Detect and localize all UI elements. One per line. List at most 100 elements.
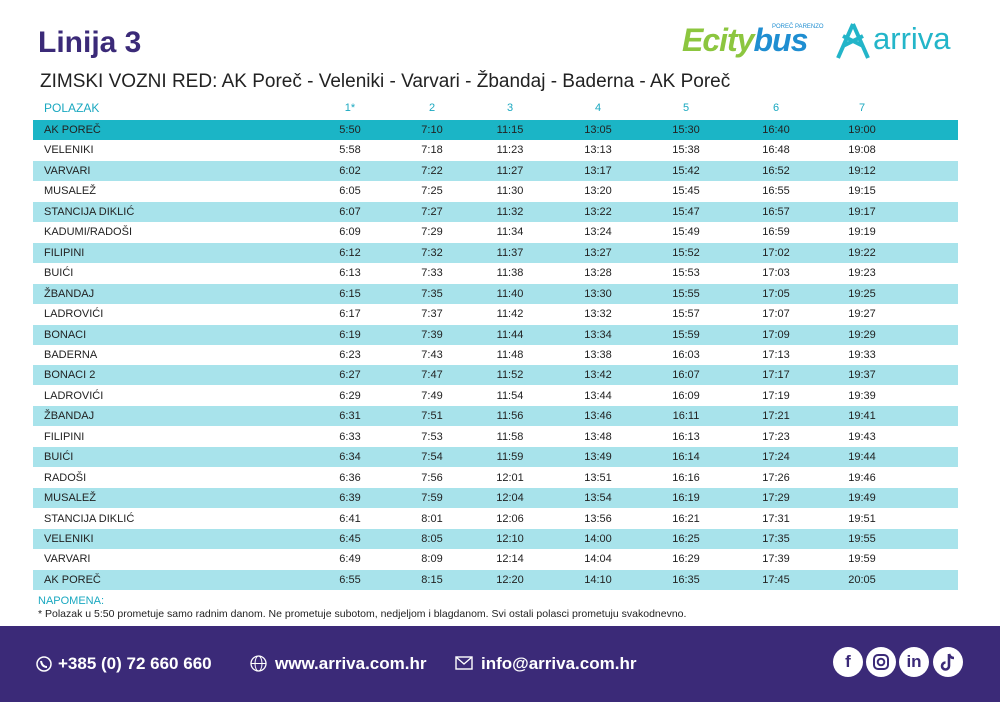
departure-time: 13:30	[584, 287, 612, 300]
departure-time: 6:05	[339, 185, 361, 198]
departure-time: 13:54	[584, 492, 612, 505]
departure-time: 13:13	[584, 144, 612, 157]
departure-time: 19:37	[848, 369, 876, 382]
departure-time: 11:56	[496, 410, 524, 423]
tiktok-icon[interactable]	[933, 647, 963, 677]
departure-time: 12:06	[496, 512, 524, 525]
stop-name: FILIPINI	[44, 430, 85, 443]
departure-time: 19:44	[848, 451, 876, 464]
website: www.arriva.com.hr	[275, 654, 427, 673]
departure-time: 6:55	[339, 573, 361, 586]
departure-time: 7:53	[421, 430, 443, 443]
departure-time: 19:00	[848, 124, 876, 136]
departure-time: 17:45	[762, 573, 790, 586]
departure-time: 11:34	[496, 226, 524, 239]
table-row	[33, 324, 958, 345]
departure-time: 7:56	[421, 471, 443, 484]
departure-time: 12:20	[496, 573, 524, 586]
departure-time: 13:46	[584, 410, 612, 423]
departure-time: 19:17	[848, 205, 876, 218]
table-row	[33, 181, 958, 202]
departure-time: 19:15	[848, 185, 876, 198]
departure-time: 17:07	[762, 308, 790, 321]
departure-time: 11:15	[496, 124, 524, 136]
departure-time: 11:38	[496, 267, 524, 280]
departure-time: 7:59	[421, 492, 443, 505]
departure-time: 17:24	[762, 451, 790, 464]
note-label: NAPOMENA:	[38, 595, 105, 607]
column-header: 6	[772, 102, 780, 114]
departure-time: 7:35	[421, 287, 443, 300]
departure-time: 17:05	[762, 287, 790, 300]
departure-time: 6:31	[339, 410, 361, 423]
linkedin-icon[interactable]: in	[899, 647, 929, 677]
stop-name: MUSALEŽ	[44, 185, 96, 198]
departure-time: 6:17	[339, 308, 361, 321]
departure-time: 11:54	[496, 389, 524, 402]
departure-time: 16:14	[672, 451, 700, 464]
departure-time: 20:05	[848, 573, 876, 586]
stop-name: BONACI	[44, 328, 87, 341]
stop-name: STANCIJA DIKLIĆ	[44, 205, 135, 218]
departure-time: 7:51	[421, 410, 443, 423]
departure-time: 8:01	[421, 512, 443, 525]
departure-time: 17:39	[762, 553, 790, 566]
departure-time: 15:30	[672, 124, 700, 136]
departure-time: 14:04	[584, 553, 612, 566]
departure-time: 19:39	[848, 389, 876, 402]
departure-time: 6:33	[339, 430, 361, 443]
departure-time: 12:10	[496, 533, 524, 545]
departure-time: 13:44	[584, 389, 612, 402]
departure-time: 13:34	[584, 328, 612, 341]
departure-time: 12:14	[496, 553, 524, 566]
stop-name: BUIĆI	[44, 451, 74, 464]
departure-time: 5:58	[339, 144, 361, 157]
note-text: * Polazak u 5:50 prometuje samo radnim d…	[38, 608, 687, 620]
facebook-icon[interactable]: f	[833, 647, 863, 677]
arriva-icon	[836, 23, 870, 59]
stop-name: BUIĆI	[44, 267, 74, 280]
departure-time: 13:51	[584, 471, 612, 484]
stop-name: BONACI 2	[44, 369, 96, 382]
departure-time: 15:55	[672, 287, 700, 300]
departure-time: 7:39	[421, 328, 443, 341]
stop-name: VELENIKI	[44, 533, 94, 545]
stop-name: BADERNA	[44, 348, 98, 361]
departure-time: 17:23	[762, 430, 790, 443]
departure-time: 16:13	[672, 430, 700, 443]
web-icon	[250, 655, 267, 672]
departure-time: 16:48	[762, 144, 790, 157]
departure-time: 14:00	[584, 533, 612, 545]
subtitle: ZIMSKI VOZNI RED: AK Poreč - Veleniki - …	[40, 71, 731, 92]
departure-time: 6:45	[339, 533, 361, 545]
departure-time: 19:19	[848, 226, 876, 239]
departure-time: 13:17	[584, 164, 612, 177]
table-row	[33, 365, 958, 386]
stop-name: LADROVIĆI	[44, 389, 104, 402]
departure-time: 7:18	[421, 144, 443, 157]
departure-time: 6:12	[339, 246, 361, 259]
departure-time: 11:40	[496, 287, 524, 300]
logo-tag: POREČ PARENZO	[772, 24, 824, 30]
column-header: 1*	[344, 102, 356, 114]
phone: +385 (0) 72 660 660	[58, 654, 212, 673]
departure-time: 17:13	[762, 348, 790, 361]
departure-time: 16:59	[762, 226, 790, 239]
phone-icon	[36, 656, 52, 672]
table-row	[33, 344, 958, 365]
stop-name: ŽBANDAJ	[44, 287, 95, 300]
departure-time: 15:42	[672, 164, 700, 177]
table-row	[33, 406, 958, 427]
table-row	[33, 222, 958, 243]
departure-time: 19:43	[848, 430, 876, 443]
departure-time: 15:53	[672, 267, 700, 280]
departure-time: 6:02	[339, 164, 361, 177]
table-row	[33, 120, 958, 140]
departure-time: 17:26	[762, 471, 790, 484]
departure-time: 7:33	[421, 267, 443, 280]
departure-time: 7:37	[421, 308, 443, 321]
departure-time: 6:27	[339, 369, 361, 382]
departure-time: 17:19	[762, 389, 790, 402]
instagram-icon[interactable]	[866, 647, 896, 677]
departure-time: 8:05	[421, 533, 443, 545]
